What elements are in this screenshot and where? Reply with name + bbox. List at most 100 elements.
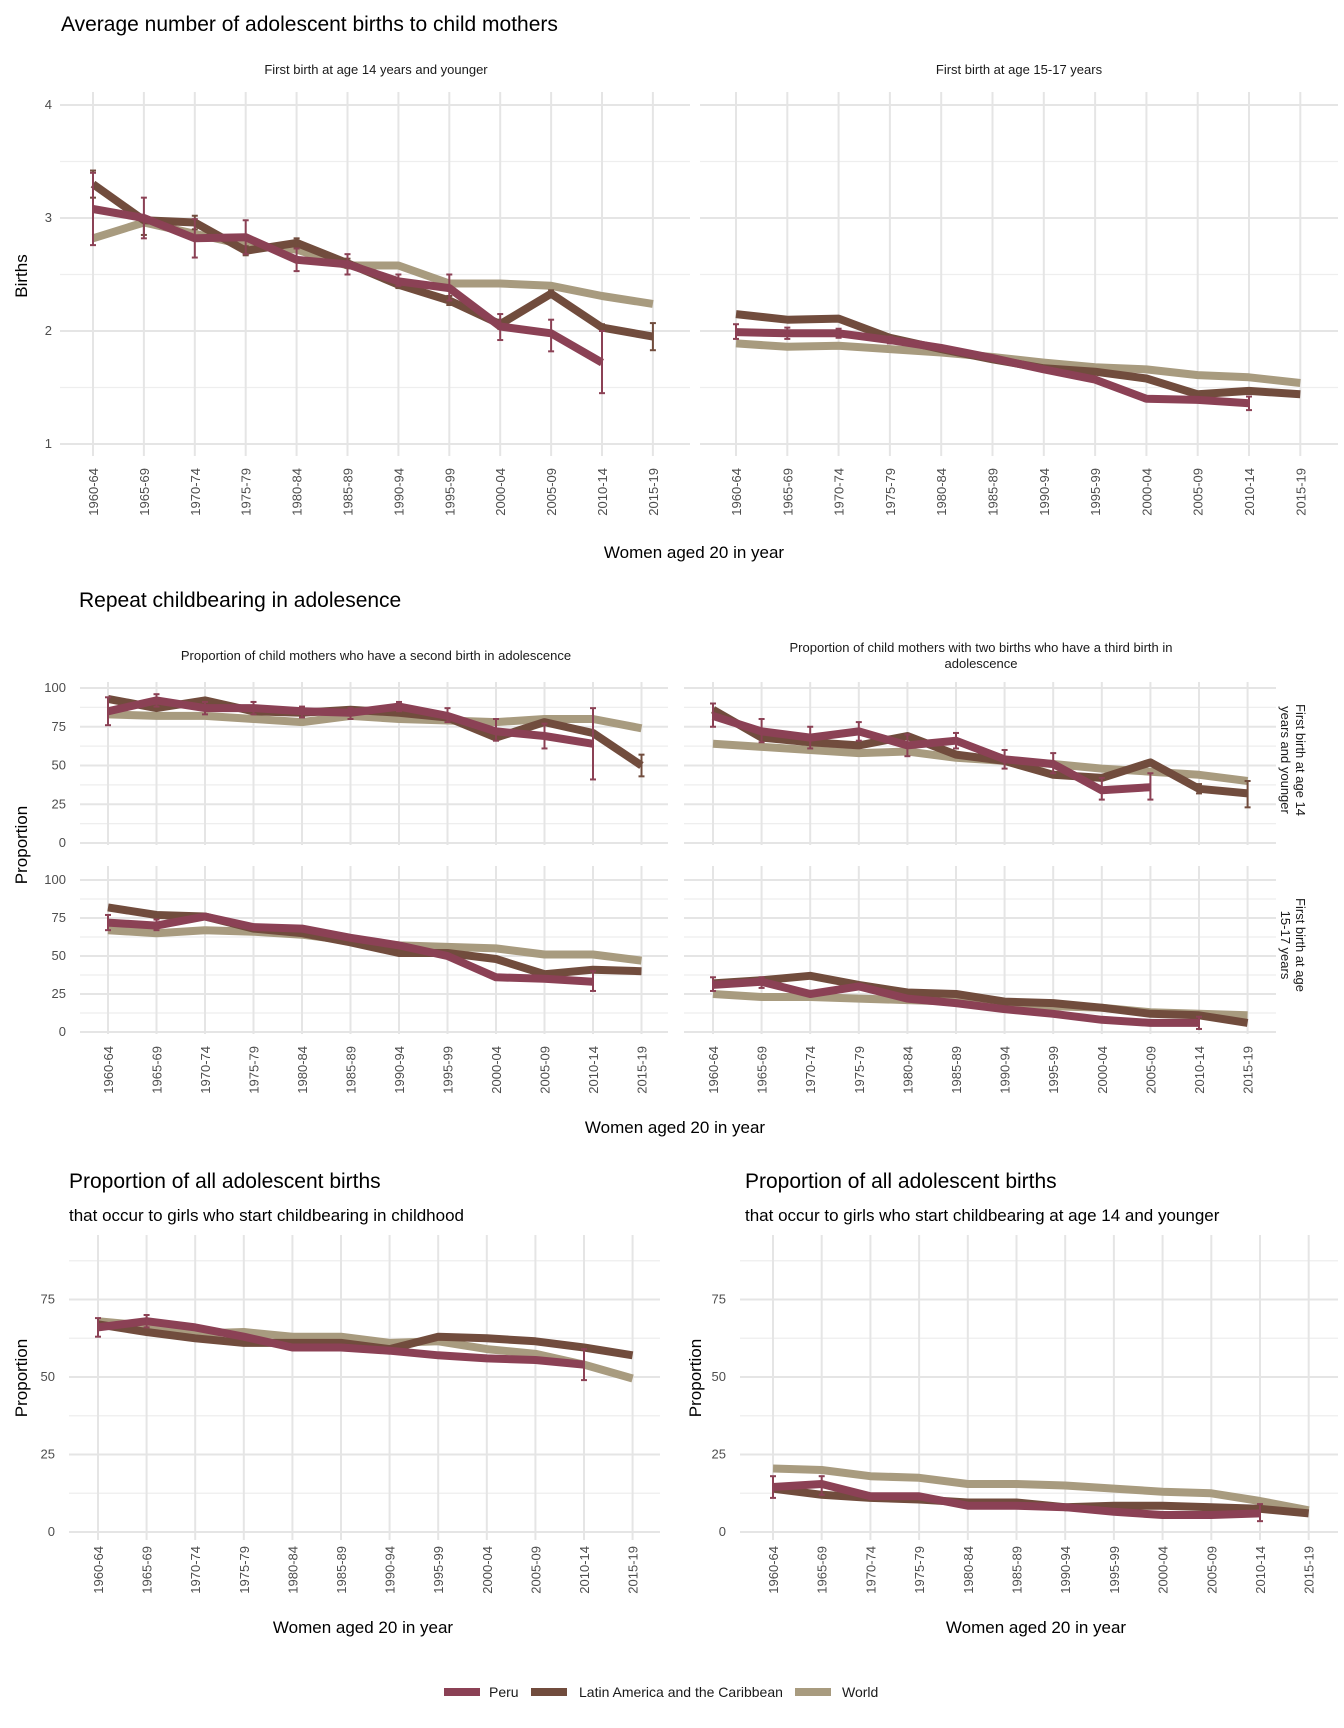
x-tick-label: 1960-64 [766, 1546, 781, 1594]
x-tick-label: 1975-79 [912, 1546, 927, 1594]
legend-label-peru: Peru [489, 1684, 519, 1700]
x-tick-label: 1975-79 [237, 1546, 252, 1594]
x-tick-label: 1995-99 [1107, 1546, 1122, 1594]
x-tick-label: 1990-94 [998, 1046, 1013, 1094]
x-tick-label: 2010-14 [595, 468, 610, 516]
x-tick-label: 1970-74 [803, 1046, 818, 1094]
x-tick-label: 2000-04 [1156, 1546, 1171, 1594]
y-tick-label: 100 [44, 872, 66, 887]
x-tick-label: 1995-99 [431, 1546, 446, 1594]
x-tick-label: 2005-09 [528, 1546, 543, 1594]
x-axis-title-bottom-left: Women aged 20 in year [273, 1618, 454, 1637]
x-tick-label: 2015-19 [626, 1546, 641, 1594]
panel-third_14 [684, 682, 1276, 845]
legend-label-world: World [842, 1684, 878, 1700]
panel-title-third-birth-line1: Proportion of child mothers with two bir… [790, 640, 1173, 655]
x-tick-label: 2015-19 [1302, 1546, 1317, 1594]
section-title-top: Average number of adolescent births to c… [61, 13, 558, 36]
panel-births_14: 1 2 3 4 1960-64 1965-69 1970-74 1975-79 1980-84 1… [45, 92, 690, 516]
section-subtitle-bottom-left: that occur to girls who start childbeari… [69, 1206, 464, 1225]
y-tick-label: 75 [52, 910, 66, 925]
x-tick-label: 1965-69 [137, 468, 152, 516]
y-tick-label: 75 [41, 1292, 55, 1307]
x-tick-label: 2005-09 [1191, 468, 1206, 516]
x-tick-label: 1995-99 [441, 1046, 456, 1094]
x-tick-label: 2010-14 [1242, 468, 1257, 516]
legend-label-lac: Latin America and the Caribbean [579, 1684, 783, 1700]
x-tick-label: 1960-64 [101, 1046, 116, 1094]
section-title-middle: Repeat childbearing in adolesence [79, 589, 401, 612]
y-tick-label: 2 [45, 323, 52, 338]
panel-title-second-birth: Proportion of child mothers who have a s… [181, 648, 571, 663]
x-tick-label: 2015-19 [635, 1046, 650, 1094]
x-tick-label: 1985-89 [949, 1046, 964, 1094]
x-tick-label: 2015-19 [1241, 1046, 1256, 1094]
panel-title-births-14: First birth at age 14 years and younger [264, 62, 488, 77]
x-axis-title-bottom-right: Women aged 20 in year [946, 1618, 1127, 1637]
x-axis-title-middle: Women aged 20 in year [585, 1118, 766, 1137]
x-tick-label: 2000-04 [489, 1046, 504, 1094]
y-tick-label: 50 [41, 1369, 55, 1384]
x-tick-label: 1970-74 [188, 468, 203, 516]
y-tick-label: 4 [45, 97, 52, 112]
series-line-lac [711, 706, 1248, 798]
x-tick-label: 1980-84 [934, 468, 949, 516]
x-tick-label: 1990-94 [392, 1046, 407, 1094]
x-tick-label: 2005-09 [538, 1046, 553, 1094]
x-tick-label: 1975-79 [852, 1046, 867, 1094]
x-tick-label: 1995-99 [442, 468, 457, 516]
legend: Peru Latin America and the Caribbean Wor… [444, 1684, 878, 1700]
y-tick-label: 3 [45, 210, 52, 225]
x-tick-label: 1985-89 [344, 1046, 359, 1094]
x-tick-label: 1970-74 [863, 1546, 878, 1594]
x-tick-label: 1970-74 [832, 468, 847, 516]
row-strip-1517-line1: First birth at age [1293, 898, 1308, 992]
panel-second_14: 0 25 50 75 100 [44, 680, 668, 850]
x-tick-label: 1980-84 [285, 1546, 300, 1594]
x-tick-label: 1985-89 [986, 468, 1001, 516]
y-tick-label: 25 [52, 986, 66, 1001]
x-tick-label: 2000-04 [480, 1546, 495, 1594]
panel-share_childhood: 0 25 50 75 1960-64 1965-69 1970-74 1975-79 1980-… [41, 1235, 660, 1594]
section-subtitle-bottom-right: that occur to girls who start childbeari… [745, 1206, 1220, 1225]
x-tick-label: 1960-64 [91, 1546, 106, 1594]
x-tick-label: 2000-04 [1095, 1046, 1110, 1094]
row-strip-14-line2: years and younger [1278, 706, 1293, 814]
series-line-peru [107, 912, 594, 986]
series-line-peru [772, 1480, 1261, 1519]
section-title-bottom-left: Proportion of all adolescent births [69, 1170, 381, 1193]
series-line-peru [97, 1317, 585, 1369]
x-tick-label: 1980-84 [961, 1546, 976, 1594]
section-title-bottom-right: Proportion of all adolescent births [745, 1170, 1057, 1193]
series-line-lac [712, 971, 1249, 1027]
y-tick-label: 50 [52, 948, 66, 963]
x-tick-label: 2010-14 [1192, 1046, 1207, 1094]
row-strip-1517-line2: 15-17 years [1278, 911, 1293, 980]
x-tick-label: 1990-94 [391, 468, 406, 516]
x-tick-label: 1995-99 [1088, 468, 1103, 516]
series-line-world [107, 710, 643, 733]
x-tick-label: 2005-09 [1143, 1046, 1158, 1094]
y-tick-label: 0 [59, 1024, 66, 1039]
x-tick-label: 1965-69 [755, 1046, 770, 1094]
x-tick-label: 1990-94 [1058, 1546, 1073, 1594]
panel-share_14: 0 25 50 75 1960-64 1965-69 1970-74 1975-79 1980-… [712, 1235, 1338, 1594]
legend-swatch-lac [531, 1688, 567, 1696]
y-tick-label: 0 [48, 1524, 55, 1539]
x-tick-label: 1975-79 [247, 1046, 262, 1094]
y-axis-title-bottom-left: Proportion [12, 1339, 31, 1417]
y-tick-label: 50 [52, 758, 66, 773]
panel-third_1517: 1960-64 1965-69 1970-74 1975-79 1980-84 1985-… [684, 866, 1276, 1094]
x-tick-label: 1975-79 [883, 468, 898, 516]
y-axis-title-bottom-right: Proportion [686, 1339, 705, 1417]
x-tick-label: 2000-04 [493, 468, 508, 516]
x-tick-label: 2010-14 [1253, 1546, 1268, 1594]
x-tick-label: 2010-14 [586, 1046, 601, 1094]
y-tick-label: 25 [41, 1447, 55, 1462]
y-tick-label: 50 [712, 1369, 726, 1384]
x-tick-label: 2000-04 [1139, 468, 1154, 516]
x-tick-label: 2015-19 [1293, 468, 1308, 516]
series-line-peru [711, 712, 1151, 795]
x-tick-label: 2010-14 [577, 1546, 592, 1594]
